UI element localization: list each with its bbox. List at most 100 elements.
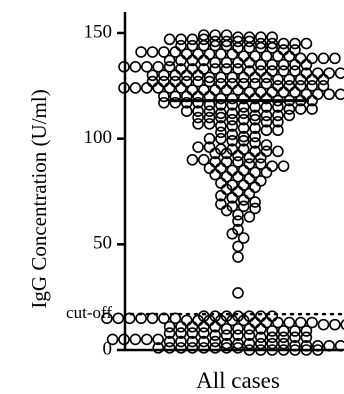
data-point <box>192 75 204 88</box>
data-point <box>277 44 290 56</box>
data-point <box>277 160 290 172</box>
data-point <box>254 158 267 170</box>
data-point <box>146 75 159 88</box>
data-point <box>232 215 244 227</box>
data-point <box>198 54 210 67</box>
data-point <box>106 333 119 346</box>
data-point <box>254 151 267 164</box>
data-point <box>220 63 233 75</box>
data-point <box>198 327 210 339</box>
data-point <box>186 327 199 339</box>
data-point <box>152 82 164 94</box>
data-point <box>237 143 250 156</box>
data-point <box>209 56 221 69</box>
data-point <box>243 86 256 98</box>
data-point <box>300 325 313 337</box>
data-point <box>226 134 239 147</box>
data-point <box>226 48 239 60</box>
data-point <box>237 134 250 147</box>
data-point <box>260 50 273 63</box>
data-point <box>209 329 221 342</box>
data-point <box>146 46 159 58</box>
data-point <box>254 37 267 50</box>
data-point <box>209 168 221 181</box>
data-point <box>272 109 284 122</box>
data-point <box>175 327 187 339</box>
data-point <box>237 50 250 63</box>
data-point <box>260 71 273 84</box>
data-point <box>254 323 267 335</box>
data-point <box>220 170 233 183</box>
data-point <box>260 139 273 151</box>
data-point <box>169 75 182 88</box>
data-point <box>215 189 227 202</box>
data-point <box>334 88 344 101</box>
data-point <box>323 88 336 101</box>
data-point <box>249 92 261 105</box>
data-point <box>209 29 221 41</box>
data-point <box>158 96 170 109</box>
data-point <box>237 194 250 206</box>
data-point <box>272 80 284 92</box>
data-point <box>317 73 330 86</box>
data-point <box>215 107 227 120</box>
data-point <box>175 342 187 354</box>
data-point <box>192 111 204 124</box>
y-tick-label: 150 <box>84 21 113 42</box>
data-point <box>277 337 290 350</box>
data-point <box>203 118 216 130</box>
data-point <box>260 109 273 122</box>
data-point <box>232 35 244 48</box>
data-point <box>215 198 227 210</box>
data-point <box>158 90 170 103</box>
data-point <box>300 37 313 50</box>
data-point <box>306 52 318 65</box>
data-point <box>226 192 239 204</box>
data-point <box>272 73 284 86</box>
data-point <box>232 185 244 198</box>
data-point <box>186 39 199 52</box>
data-point <box>220 337 233 350</box>
data-point <box>163 61 176 73</box>
data-point <box>220 156 233 168</box>
data-point <box>232 63 244 75</box>
data-point <box>283 73 296 86</box>
data-point <box>243 310 256 322</box>
data-point <box>294 316 307 329</box>
data-point <box>129 82 142 94</box>
cutoff-label: cut-off <box>66 303 112 322</box>
data-point <box>141 61 153 73</box>
data-point <box>317 318 330 331</box>
data-point <box>243 35 256 48</box>
data-point <box>175 39 187 52</box>
data-point <box>215 162 227 175</box>
data-point <box>306 80 318 92</box>
data-point <box>198 63 210 75</box>
data-point <box>180 48 193 60</box>
data-point <box>283 80 296 92</box>
data-point <box>243 31 256 44</box>
data-point <box>272 316 284 329</box>
data-point <box>163 342 176 354</box>
data-point <box>163 82 176 94</box>
data-point <box>272 145 284 158</box>
data-point <box>260 115 273 128</box>
data-point <box>198 310 210 322</box>
data-point <box>163 327 176 339</box>
data-point <box>243 173 256 185</box>
data-point <box>237 200 250 213</box>
data-point <box>237 232 250 244</box>
data-point <box>220 342 233 354</box>
data-point <box>209 310 221 322</box>
data-point <box>237 71 250 84</box>
data-point <box>158 46 170 58</box>
data-point <box>175 320 187 333</box>
data-point <box>272 50 284 63</box>
data-point <box>237 164 250 177</box>
data-point <box>243 329 256 342</box>
y-ticks: 0 50 100 150 <box>84 21 125 359</box>
data-point <box>192 118 204 130</box>
data-point <box>277 65 290 77</box>
data-point <box>192 96 204 109</box>
data-point <box>266 160 279 172</box>
